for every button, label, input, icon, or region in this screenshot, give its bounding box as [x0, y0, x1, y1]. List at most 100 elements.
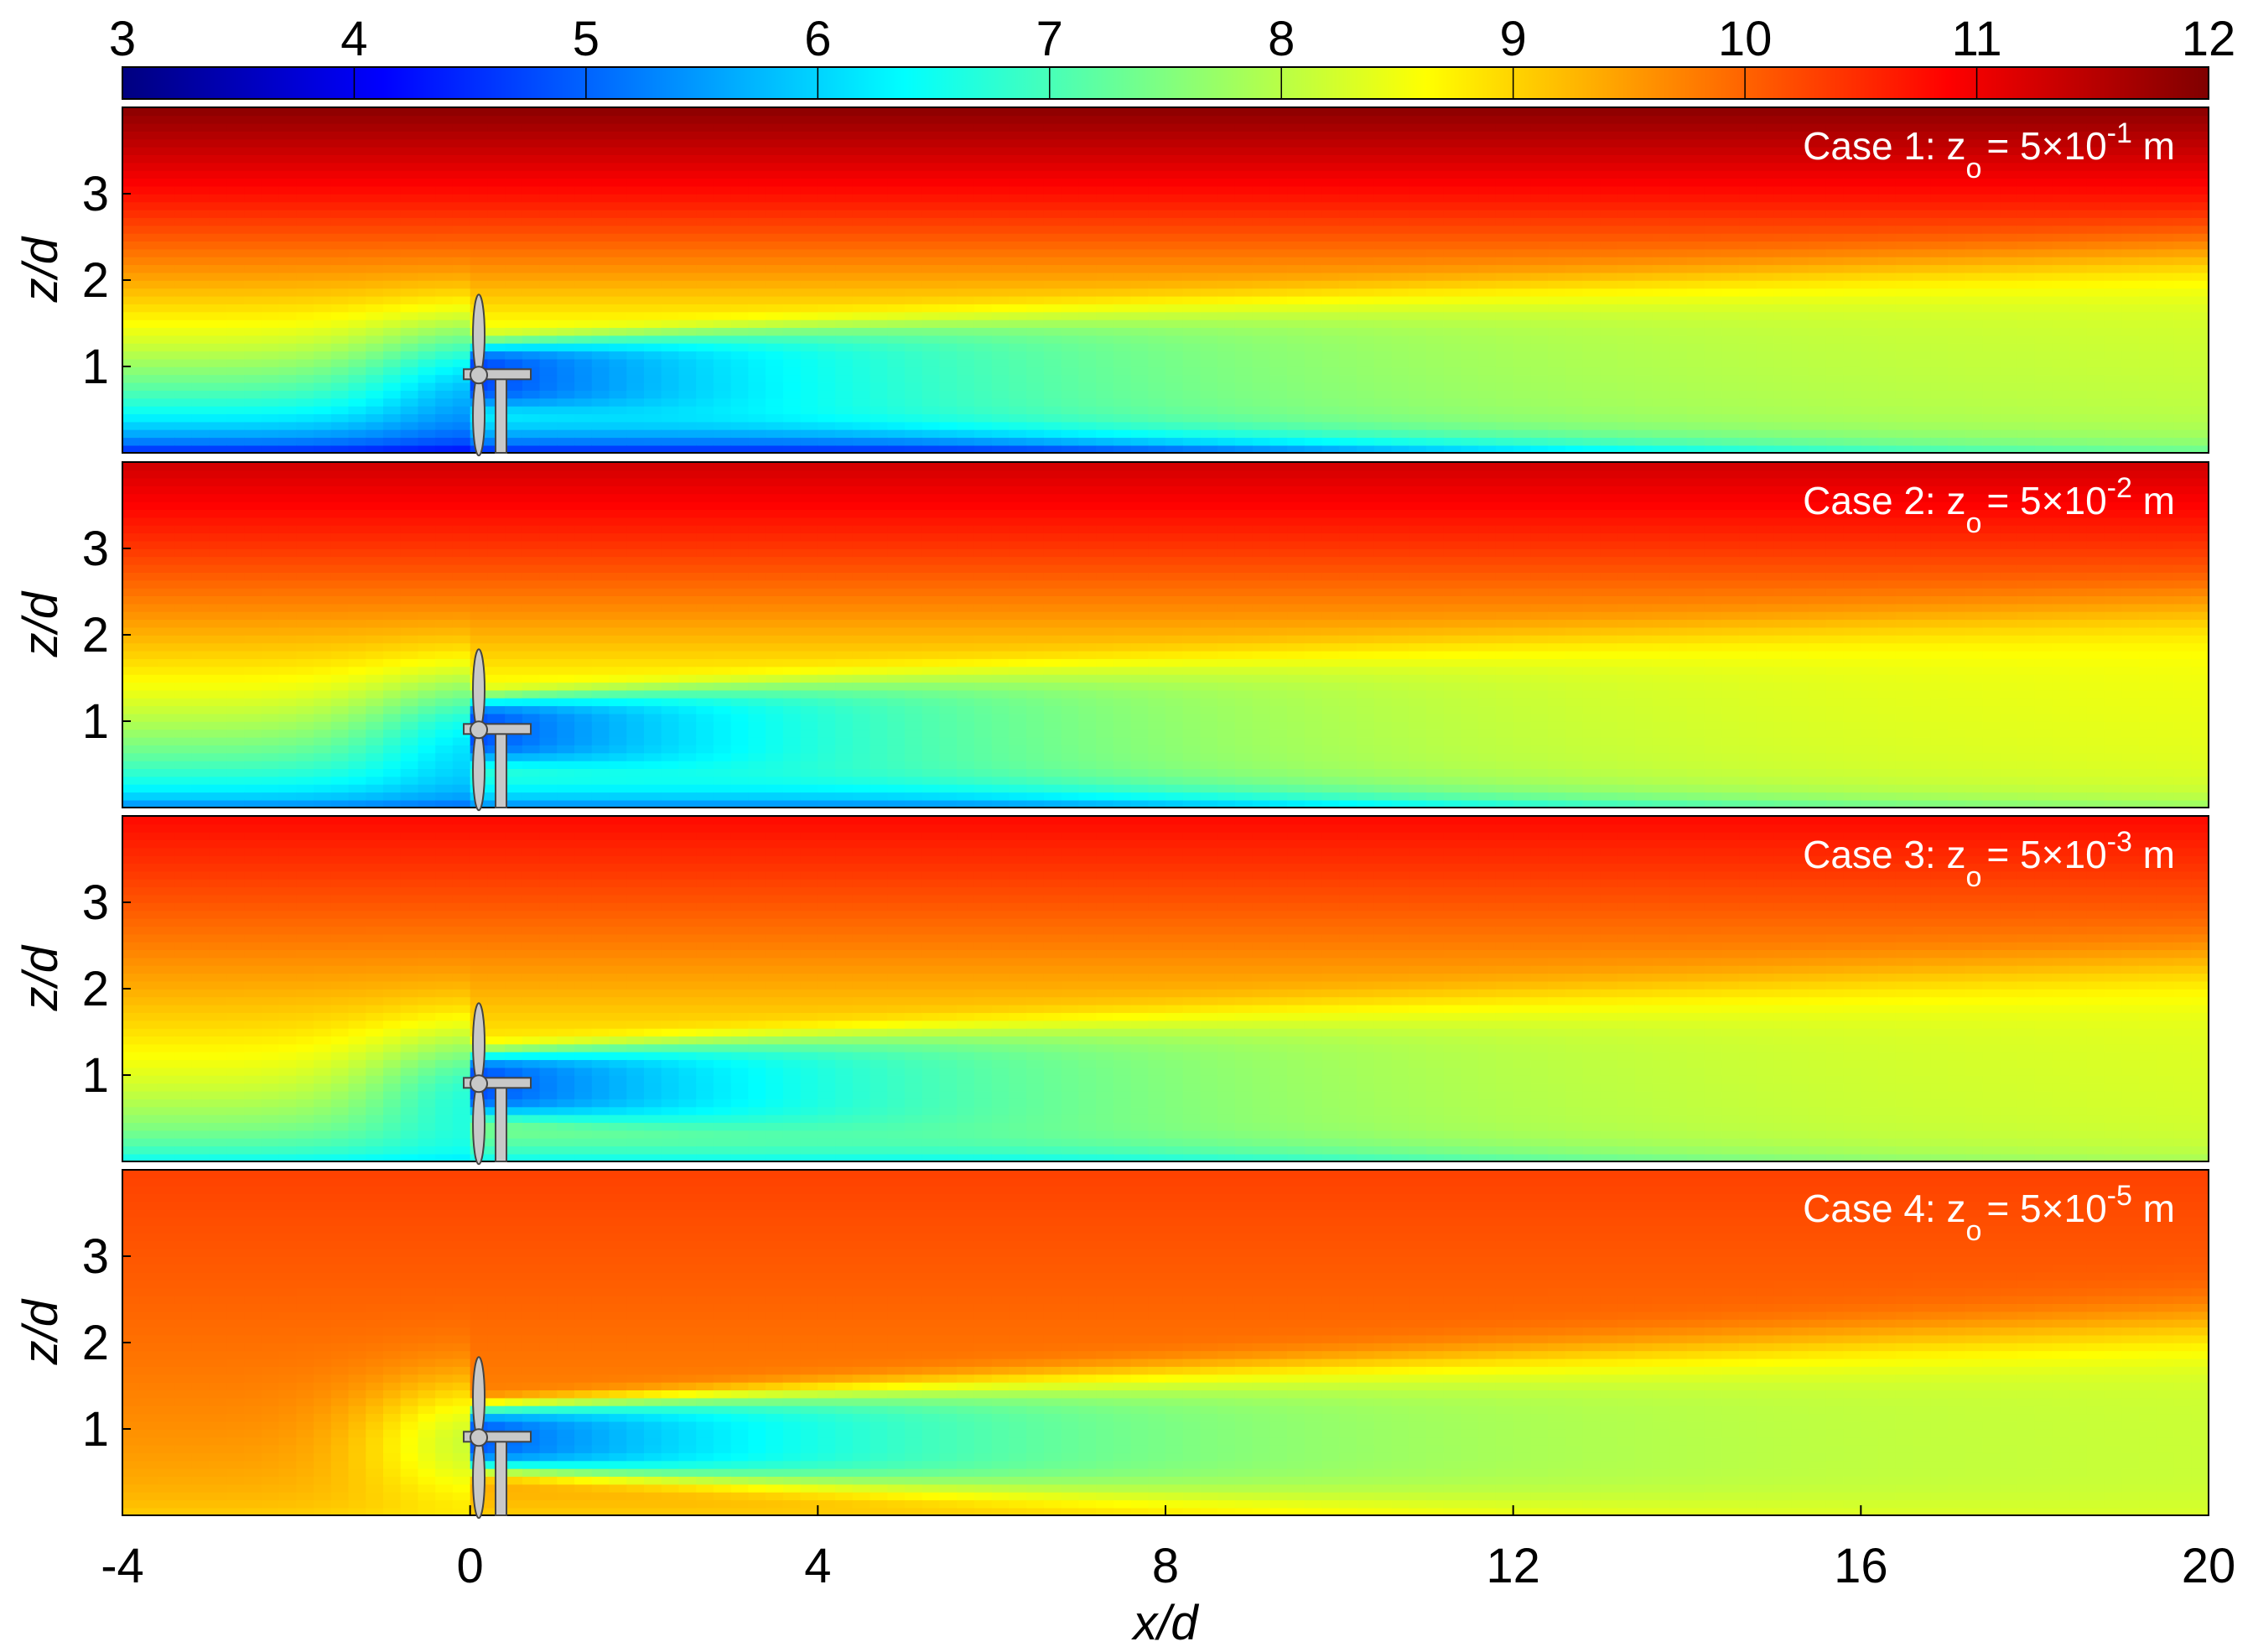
heatmap-cell [383, 225, 402, 234]
heatmap-cell [452, 437, 471, 446]
heatmap-cell [1304, 248, 1323, 257]
heatmap-cell [1182, 201, 1202, 210]
heatmap-cell [921, 382, 941, 391]
heatmap-cell [921, 421, 941, 430]
heatmap-cell [1895, 194, 1914, 203]
heatmap-cell [1617, 397, 1636, 407]
heatmap-cell [1096, 194, 1114, 203]
heatmap-cell [1043, 264, 1062, 273]
heatmap-cell [191, 122, 210, 132]
heatmap-cell [957, 225, 975, 234]
heatmap-cell [1287, 421, 1306, 430]
heatmap-cell [1548, 256, 1566, 266]
heatmap-cell [1756, 288, 1775, 297]
heatmap-cell [1704, 304, 1723, 313]
heatmap-cell [1548, 374, 1566, 383]
heatmap-cell [1791, 107, 1809, 117]
heatmap-cell [1443, 169, 1462, 179]
heatmap-cell [1669, 217, 1688, 226]
heatmap-cell [1130, 280, 1149, 289]
heatmap-cell [1617, 342, 1636, 352]
heatmap-cell [2052, 154, 2070, 164]
heatmap-cell [1565, 397, 1584, 407]
heatmap-cell [1878, 335, 1897, 344]
heatmap-cell [644, 382, 662, 391]
heatmap-cell [1669, 358, 1688, 367]
heatmap-cell [1096, 358, 1114, 367]
heatmap-cell [418, 319, 436, 328]
heatmap-cell [1773, 437, 1793, 446]
heatmap-cell [730, 264, 750, 273]
heatmap-cell [1461, 209, 1479, 218]
heatmap-cell [1582, 397, 1601, 407]
heatmap-cell [1113, 288, 1132, 297]
heatmap-cell [226, 429, 245, 439]
heatmap-cell [261, 232, 280, 242]
heatmap-cell [609, 194, 627, 203]
heatmap-cell [626, 382, 645, 391]
heatmap-cell [1825, 327, 1845, 336]
heatmap-cell [782, 319, 802, 328]
heatmap-cell [852, 138, 871, 148]
heatmap-cell [2000, 201, 2018, 210]
heatmap-cell [1409, 264, 1427, 273]
heatmap-cell [1061, 295, 1080, 304]
heatmap-cell [1461, 429, 1479, 439]
heatmap-cell [1843, 169, 1862, 179]
heatmap-cell [366, 241, 384, 250]
heatmap-cell [191, 405, 210, 414]
heatmap-cell [122, 351, 141, 360]
heatmap-cell [174, 437, 193, 446]
heatmap-cell [1357, 217, 1375, 226]
heatmap-cell [887, 194, 906, 203]
heatmap-cell [766, 288, 784, 297]
heatmap-cell [435, 319, 454, 328]
heatmap-cell [1669, 437, 1688, 446]
heatmap-cell [470, 178, 489, 187]
heatmap-cell [939, 209, 958, 218]
heatmap-cell [887, 241, 906, 250]
heatmap-cell [1130, 241, 1149, 250]
heatmap-cell [400, 107, 419, 117]
heatmap-cell [452, 319, 471, 328]
heatmap-cell [366, 444, 384, 454]
heatmap-cell [2069, 280, 2088, 289]
heatmap-cell [574, 397, 593, 407]
heatmap-cell [661, 248, 680, 257]
heatmap-cell [1113, 437, 1132, 446]
heatmap-cell [713, 138, 732, 148]
heatmap-cell [1617, 248, 1636, 257]
heatmap-cell [366, 280, 384, 289]
heatmap-cell [2069, 413, 2088, 423]
heatmap-cell [1739, 225, 1757, 234]
heatmap-cell [209, 272, 228, 281]
heatmap-cell [1756, 397, 1775, 407]
heatmap-cell [1687, 146, 1705, 155]
heatmap-cell [330, 241, 350, 250]
heatmap-cell [644, 272, 662, 281]
heatmap-cell [1582, 178, 1601, 187]
heatmap-cell [1913, 429, 1931, 439]
heatmap-cell [1756, 162, 1775, 171]
heatmap-cell [1182, 146, 1202, 155]
heatmap-cell [2000, 232, 2018, 242]
heatmap-cell [1965, 358, 1984, 367]
heatmap-cell [1391, 335, 1409, 344]
heatmap-cell [1078, 374, 1097, 383]
heatmap-cell [1304, 374, 1323, 383]
heatmap-cell [678, 327, 697, 336]
heatmap-cell [174, 342, 193, 352]
heatmap-cell [1913, 201, 1931, 210]
heatmap-cell [1843, 319, 1862, 328]
heatmap-cell [1669, 264, 1688, 273]
heatmap-cell [1930, 115, 1949, 124]
heatmap-cell [1530, 397, 1549, 407]
heatmap-cell [1669, 327, 1688, 336]
heatmap-cell [591, 241, 610, 250]
heatmap-cell [296, 194, 314, 203]
heatmap-cell [1773, 138, 1793, 148]
heatmap-cell [1391, 194, 1409, 203]
heatmap-cell [1687, 366, 1705, 376]
heatmap-cell [278, 429, 298, 439]
